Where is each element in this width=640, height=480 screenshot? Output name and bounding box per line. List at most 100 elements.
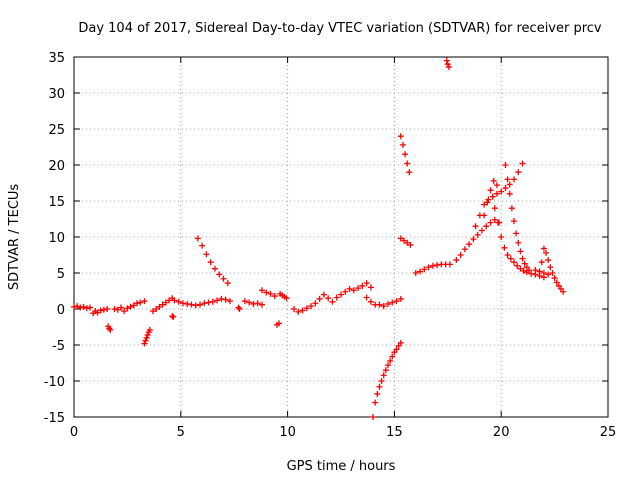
data-point xyxy=(498,188,505,195)
data-point xyxy=(367,298,374,305)
data-point xyxy=(376,301,383,308)
data-point xyxy=(276,320,283,327)
data-point xyxy=(481,201,488,208)
data-point xyxy=(199,242,206,249)
data-point xyxy=(494,219,501,226)
data-point xyxy=(367,284,374,291)
data-point xyxy=(159,301,166,308)
data-point xyxy=(188,301,195,308)
data-point xyxy=(406,169,413,176)
data-point xyxy=(397,339,404,346)
data-point xyxy=(87,304,94,311)
data-point xyxy=(511,176,518,183)
data-point xyxy=(216,271,223,278)
data-point xyxy=(308,303,315,310)
data-point xyxy=(401,237,408,244)
data-point xyxy=(549,270,556,276)
y-tick-label: 5 xyxy=(57,267,65,282)
data-point xyxy=(515,169,522,176)
data-point xyxy=(130,302,137,309)
data-point xyxy=(170,313,177,320)
data-point xyxy=(179,300,186,307)
data-point xyxy=(134,300,141,307)
chart-title: Day 104 of 2017, Sidereal Day-to-day VTE… xyxy=(78,21,602,36)
data-point xyxy=(194,235,201,242)
x-axis-label: GPS time / hours xyxy=(287,459,396,474)
data-point xyxy=(545,257,552,264)
y-tick-label: 35 xyxy=(48,51,65,66)
data-point xyxy=(312,300,319,307)
data-point xyxy=(74,303,81,310)
data-point xyxy=(303,305,310,312)
data-point xyxy=(150,308,157,315)
data-point xyxy=(299,307,306,314)
y-tick-label: -5 xyxy=(52,339,65,354)
data-point xyxy=(389,353,396,360)
data-point xyxy=(402,151,409,158)
data-point xyxy=(100,306,107,313)
data-point xyxy=(220,275,227,282)
data-point xyxy=(153,306,160,312)
data-point xyxy=(363,280,370,287)
data-point xyxy=(434,262,441,269)
data-point xyxy=(333,294,340,301)
data-point xyxy=(316,295,323,302)
data-point xyxy=(506,190,513,197)
axis-ticks: 0 5 10 15 20 25 -15 -10 -5 0 5 10 15 20 25 30 35 xyxy=(44,51,617,440)
data-point xyxy=(156,303,163,310)
data-point xyxy=(393,298,400,305)
data-point xyxy=(203,251,210,258)
x-tick-label: 15 xyxy=(386,425,403,440)
data-point xyxy=(141,340,148,347)
data-point xyxy=(104,306,111,312)
data-point xyxy=(83,305,90,312)
data-points xyxy=(71,57,567,420)
data-point xyxy=(389,299,396,306)
data-point xyxy=(184,300,191,307)
data-point xyxy=(107,326,114,333)
data-point xyxy=(114,306,121,313)
data-point xyxy=(553,279,560,286)
data-point xyxy=(205,299,212,306)
data-point xyxy=(412,270,419,276)
data-point xyxy=(470,236,477,243)
data-point xyxy=(97,307,104,314)
data-point xyxy=(320,291,327,298)
data-point xyxy=(444,61,451,68)
data-point xyxy=(197,301,204,308)
data-point xyxy=(271,293,278,300)
data-point xyxy=(397,295,404,302)
data-point xyxy=(536,268,543,275)
data-point xyxy=(342,288,349,295)
x-tick-label: 5 xyxy=(177,425,185,440)
data-point xyxy=(378,378,385,384)
data-point xyxy=(124,305,131,312)
data-point xyxy=(453,257,460,264)
data-point xyxy=(491,205,498,212)
data-point xyxy=(372,399,379,406)
data-point xyxy=(355,285,362,292)
data-point xyxy=(543,249,550,256)
data-point xyxy=(540,245,547,252)
data-point xyxy=(370,414,377,420)
data-point xyxy=(560,288,567,295)
data-point xyxy=(443,57,450,64)
data-point xyxy=(517,248,524,255)
data-point xyxy=(374,390,381,397)
data-point xyxy=(407,241,414,248)
data-point xyxy=(519,160,526,167)
data-point xyxy=(504,176,511,183)
data-point xyxy=(329,298,336,305)
data-point xyxy=(258,301,265,308)
data-point xyxy=(528,270,535,277)
data-point xyxy=(429,262,436,269)
data-point xyxy=(393,346,400,353)
y-tick-label: 15 xyxy=(48,195,65,210)
data-point xyxy=(538,259,545,266)
data-point xyxy=(551,275,558,282)
data-point xyxy=(258,287,265,294)
data-point xyxy=(461,246,468,253)
data-point xyxy=(487,187,494,194)
data-point xyxy=(254,300,261,307)
